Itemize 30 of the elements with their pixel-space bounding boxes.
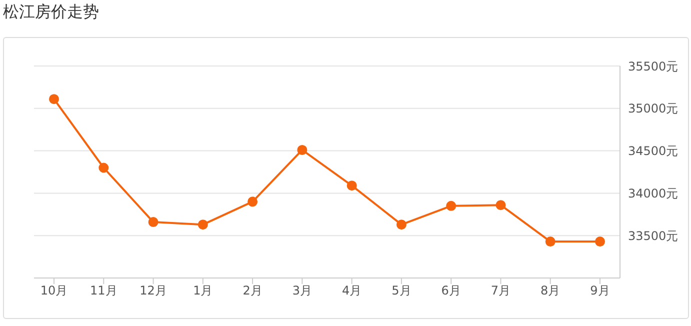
y-tick-label: 35000元 (628, 102, 678, 116)
chart-title: 松江房价走势 (3, 2, 100, 23)
point (346, 180, 357, 191)
point (396, 220, 406, 230)
x-tick-label: 8月 (540, 284, 560, 298)
point (198, 220, 208, 230)
x-tick-label: 11月 (90, 284, 118, 298)
x-tick-label: 9月 (590, 284, 610, 298)
x-tick-label: 7月 (490, 284, 511, 298)
y-tick-label: 34000元 (628, 186, 678, 200)
x-tick-label: 3月 (292, 284, 312, 298)
point (98, 162, 109, 173)
x-tick-label: 2月 (242, 284, 262, 298)
x-tick-label: 4月 (342, 284, 362, 298)
point (545, 236, 556, 247)
point (496, 200, 506, 210)
point (148, 217, 158, 228)
x-tick-label: 1月 (193, 284, 213, 298)
x-tick-label: 12月 (140, 284, 167, 298)
point (446, 200, 456, 211)
point (297, 144, 308, 155)
x-tick-label: 5月 (392, 284, 412, 298)
y-tick-label: 34500元 (628, 144, 678, 158)
point (49, 94, 59, 104)
x-tick-label: 10月 (40, 284, 68, 298)
y-tick-label: 33500元 (628, 228, 678, 243)
y-tick-label: 35500元 (628, 59, 678, 74)
point (595, 236, 605, 247)
x-tick-label: 6月 (441, 284, 461, 298)
point (248, 196, 258, 207)
